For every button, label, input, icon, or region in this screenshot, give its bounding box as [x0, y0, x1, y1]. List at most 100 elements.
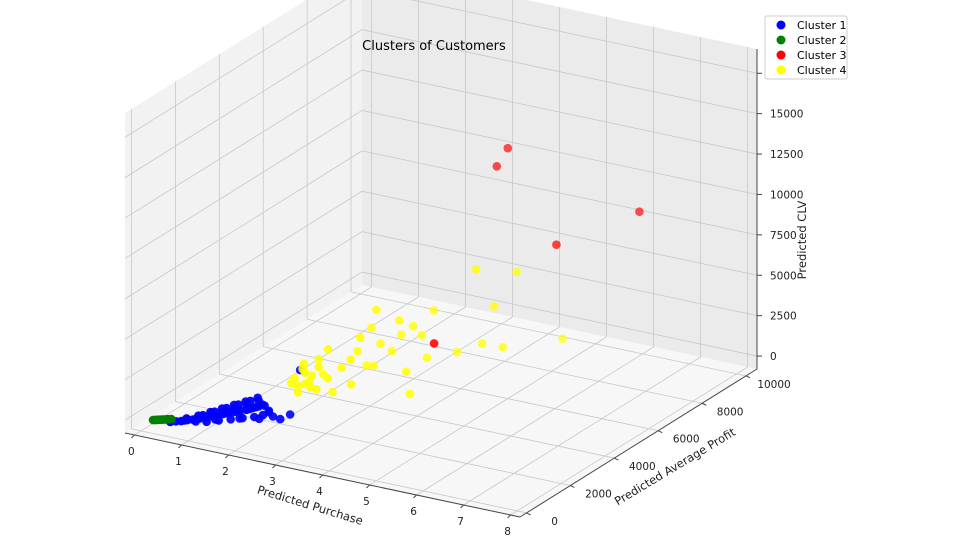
x-tick-mark [319, 474, 323, 479]
data-point [299, 359, 309, 369]
y-tick-mark [745, 375, 751, 379]
data-point [417, 330, 427, 340]
data-point [353, 346, 362, 356]
gridline-z [124, 231, 363, 381]
gridlines [124, 0, 758, 516]
data-point [356, 333, 365, 342]
legend-marker [776, 20, 786, 30]
gridline-z [410, 0, 758, 74]
legend-label: Cluster 1 [797, 19, 847, 32]
data-point [218, 407, 228, 416]
y-tick-mark [658, 430, 663, 434]
data-point [323, 374, 333, 383]
gridline-z [361, 231, 758, 317]
left-pane [125, 0, 362, 433]
data-point [286, 378, 296, 388]
x-tick-label: 0 [128, 446, 135, 458]
x-tick-label: 5 [363, 496, 370, 508]
y-tick-mark [526, 512, 531, 516]
x-tick-mark [272, 464, 276, 469]
y-axis-line [519, 368, 758, 518]
data-points [148, 143, 644, 427]
gridline-x [463, 356, 701, 506]
x-tick-label: 7 [457, 516, 464, 528]
y-tick-label: 2000 [585, 488, 612, 500]
data-point [300, 368, 310, 378]
y-tick-mark [570, 485, 575, 488]
data-point [182, 414, 191, 423]
gridline-x [322, 326, 560, 476]
y-tick-label: 4000 [629, 461, 656, 473]
x-tick-mark [507, 514, 511, 519]
x-tick-label: 3 [269, 476, 276, 488]
data-point [367, 323, 376, 333]
data-point [230, 403, 239, 413]
data-point [167, 414, 176, 424]
x-tick-mark [413, 494, 417, 499]
y-tick-label: 8000 [717, 406, 744, 418]
gridline-z [124, 150, 363, 300]
legend-entry: Cluster 3 [776, 49, 847, 62]
axes-panes [125, 0, 757, 517]
gridline-z [124, 110, 363, 259]
data-point [635, 207, 644, 216]
legend-entry: Cluster 1 [776, 19, 847, 32]
data-point [471, 265, 481, 274]
data-point [362, 361, 372, 370]
z-tick-label: 10000 [770, 189, 803, 201]
data-point [293, 388, 303, 397]
x-tick-mark [366, 484, 370, 489]
data-point [492, 162, 502, 171]
data-point [498, 342, 508, 352]
data-point [408, 321, 418, 331]
data-point [405, 389, 415, 399]
y-tick-label: 0 [551, 516, 558, 528]
z-tick-label: 5000 [770, 270, 797, 282]
data-point [206, 410, 216, 420]
gridline-x [228, 306, 466, 456]
legend-label: Cluster 3 [797, 49, 847, 62]
x-tick-mark [225, 454, 229, 459]
data-point [376, 339, 385, 349]
data-point [558, 334, 567, 344]
gridline-z [124, 271, 363, 421]
data-point [422, 353, 432, 363]
z-tick-label: 12500 [770, 149, 803, 161]
legend-marker [776, 35, 786, 45]
x-axis-label: Predicted Purchase [256, 482, 365, 528]
y-tick-mark [701, 402, 707, 406]
gridline-z [124, 0, 346, 138]
data-point [429, 339, 439, 348]
data-point [328, 387, 337, 397]
data-point [285, 410, 295, 419]
gridline-z [124, 69, 363, 219]
chart-title: Clusters of Customers [362, 39, 506, 54]
data-point [452, 347, 462, 357]
data-point [387, 346, 397, 356]
gridline-x [369, 336, 607, 486]
data-point [268, 412, 278, 421]
legend-marker [776, 65, 786, 75]
gridline-y [263, 346, 659, 432]
data-point [552, 240, 561, 249]
z-tick-label: 15000 [770, 109, 803, 121]
gridline-z [361, 150, 758, 236]
gridline-x [275, 316, 513, 466]
x-tick-label: 1 [175, 456, 182, 468]
data-point [429, 306, 439, 315]
data-point [346, 380, 356, 389]
data-point [235, 414, 244, 423]
data-point [395, 316, 404, 325]
gridline-y [307, 318, 703, 404]
data-point [346, 355, 356, 364]
data-point [512, 267, 521, 277]
legend: Cluster 1 Cluster 2 Cluster 3 Cluster 4 [764, 15, 848, 80]
x-tick-label: 6 [410, 506, 417, 518]
legend-entry: Cluster 2 [776, 34, 847, 47]
gridline-z [124, 29, 363, 178]
gridline-y [219, 373, 615, 459]
gridline-z [361, 29, 758, 115]
data-point [369, 361, 379, 371]
data-point [242, 400, 251, 409]
legend-marker [776, 50, 786, 60]
